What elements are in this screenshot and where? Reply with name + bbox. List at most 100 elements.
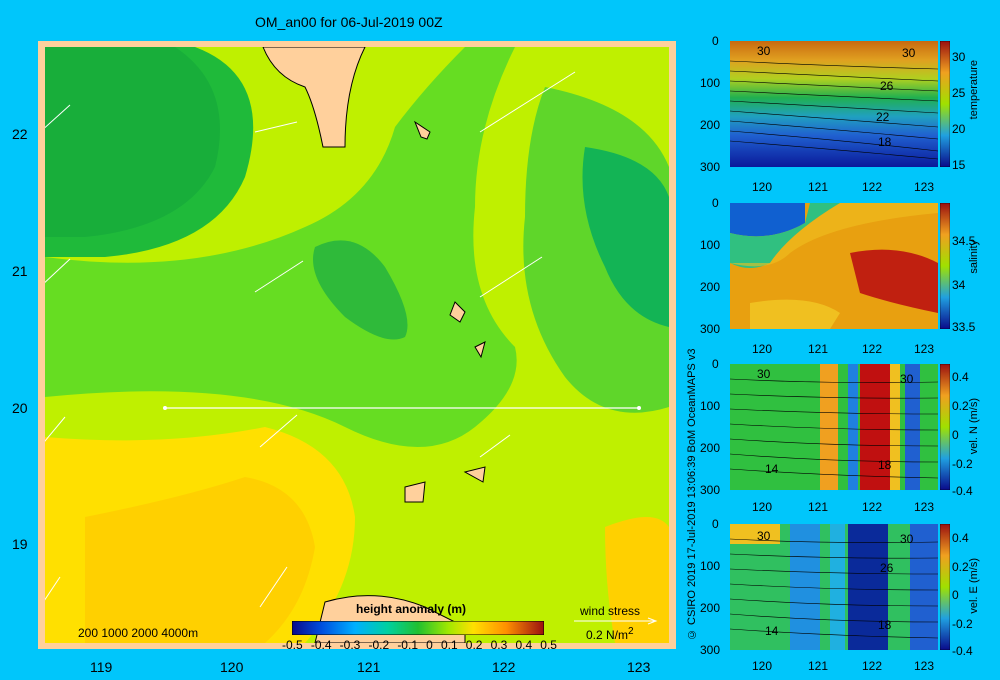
vele-x-tick: 121 — [808, 659, 829, 673]
temp-cbar-tick: 25 — [952, 86, 966, 100]
vele-ylabel: vel. E (m/s) — [968, 558, 980, 614]
veln-x-tick: 120 — [752, 500, 773, 514]
vele-x-tick: 123 — [914, 659, 935, 673]
temp-depth-tick: 200 — [700, 118, 721, 132]
map-region-east-dark — [582, 147, 669, 327]
veln-contour-label: 14 — [765, 462, 779, 476]
map-title: OM_an00 for 06-Jul-2019 00Z — [255, 14, 443, 30]
lon-tick-123: 123 — [627, 659, 651, 675]
vele-cbar-tick: 0 — [952, 588, 959, 602]
vele-contour-label: 30 — [757, 529, 771, 543]
cbar-tick: -0.1 — [397, 638, 418, 652]
veln-cbar-tick: 0 — [952, 428, 959, 442]
sal-depth-tick: 300 — [700, 322, 721, 336]
temp-depth-tick: 300 — [700, 160, 721, 174]
vele-contour-label: 26 — [880, 561, 894, 575]
lon-tick-121: 121 — [357, 659, 381, 675]
map-region-south-orange — [85, 477, 315, 643]
vele-depth-tick: 300 — [700, 643, 721, 657]
wind-stress-label: wind stress — [580, 604, 641, 618]
cbar-tick: 0 — [426, 638, 433, 652]
colorbar-ticks: -0.5 -0.4 -0.3 -0.2 -0.1 0 0.1 0.2 0.3 0… — [282, 638, 557, 652]
temp-contour-label: 22 — [876, 110, 890, 124]
veln-depth-tick: 100 — [700, 399, 721, 413]
cbar-tick: -0.2 — [368, 638, 390, 652]
lat-tick-21: 21 — [12, 263, 28, 279]
cbar-tick: 0.5 — [540, 638, 557, 652]
veln-depth-tick: 0 — [712, 357, 719, 371]
veln-contour-label: 30 — [900, 372, 914, 386]
sal-depth-tick: 0 — [712, 196, 719, 210]
vele-contour-label: 18 — [878, 618, 892, 632]
sal-ylabel: salinity — [968, 240, 980, 274]
temp-colorbar — [940, 41, 950, 167]
copyright-text: © CSIRO 2019 17-Jul-2019 13:06:39 BoM Oc… — [686, 348, 698, 640]
veln-cbar-tick: 0.2 — [952, 399, 969, 413]
sal-cbar-tick: 34 — [952, 278, 966, 292]
vele-depth-tick: 0 — [712, 517, 719, 531]
temp-contour-label: 18 — [878, 135, 892, 149]
vele-cbar-tick: -0.4 — [952, 644, 973, 658]
sal-x-tick: 122 — [862, 342, 883, 356]
vele-x-tick: 122 — [862, 659, 883, 673]
cbar-tick: -0.4 — [310, 638, 332, 652]
veln-ylabel: vel. N (m/s) — [968, 398, 980, 455]
vele-colorbar — [940, 524, 950, 650]
vele-cbar-tick: -0.2 — [952, 617, 973, 631]
temperature-section — [730, 41, 938, 167]
cbar-tick: -0.3 — [339, 638, 361, 652]
veln-cbar-tick: 0.4 — [952, 370, 969, 384]
veln-x-tick: 123 — [914, 500, 935, 514]
lat-tick-22: 22 — [12, 126, 28, 142]
wind-scale: 0.2 N/m2 — [586, 626, 634, 642]
vele-cbar-tick: 0.4 — [952, 531, 969, 545]
sal-x-tick: 120 — [752, 342, 773, 356]
temp-cbar-tick: 20 — [952, 122, 966, 136]
wind-scale-arrow — [574, 617, 658, 625]
temp-cbar-tick: 30 — [952, 50, 966, 64]
temp-contour-label: 30 — [902, 46, 916, 60]
lon-tick-122: 122 — [492, 659, 516, 675]
veln-section — [730, 364, 938, 490]
veln-contour-label: 18 — [878, 458, 892, 472]
wind-scale-value: 0.2 N/m — [586, 628, 629, 642]
vele-x-tick: 120 — [752, 659, 773, 673]
sal-x-tick: 123 — [914, 342, 935, 356]
lat-tick-20: 20 — [12, 400, 28, 416]
map-region-blob — [313, 240, 408, 340]
temp-x-tick: 121 — [808, 180, 829, 194]
veln-contour-label: 30 — [757, 367, 771, 381]
vele-contour-label: 14 — [765, 624, 779, 638]
veln-depth-tick: 300 — [700, 483, 721, 497]
temp-cbar-tick: 15 — [952, 158, 966, 172]
map-region-central — [45, 47, 517, 447]
sal-depth-tick: 200 — [700, 280, 721, 294]
veln-cbar-tick: -0.2 — [952, 457, 973, 471]
veln-x-tick: 121 — [808, 500, 829, 514]
lat-tick-19: 19 — [12, 536, 28, 552]
temp-contour-label: 30 — [757, 44, 771, 58]
colorbar-title: height anomaly (m) — [356, 602, 467, 616]
temp-depth-tick: 0 — [712, 34, 719, 48]
land-island — [413, 120, 431, 140]
vele-contour-label: 30 — [900, 532, 914, 546]
temp-contour-label: 26 — [880, 79, 894, 93]
sal-colorbar — [940, 203, 950, 329]
cbar-tick: 0.1 — [440, 638, 458, 652]
veln-colorbar — [940, 364, 950, 490]
lon-tick-120: 120 — [220, 659, 244, 675]
cbar-tick: -0.5 — [282, 638, 303, 652]
veln-depth-tick: 200 — [700, 441, 721, 455]
cbar-tick: 0.4 — [515, 638, 533, 652]
depth-legend: 200 1000 2000 4000m — [78, 626, 199, 640]
sal-cbar-tick: 34.5 — [952, 234, 976, 248]
land-taiwan — [262, 47, 366, 148]
temp-x-tick: 123 — [914, 180, 935, 194]
height-anomaly-map — [45, 47, 669, 643]
lon-tick-119: 119 — [90, 659, 113, 675]
veln-x-tick: 122 — [862, 500, 883, 514]
sal-x-tick: 121 — [808, 342, 829, 356]
vele-depth-tick: 200 — [700, 601, 721, 615]
temp-ylabel: temperature — [968, 60, 980, 120]
cbar-tick: 0.2 — [465, 638, 483, 652]
